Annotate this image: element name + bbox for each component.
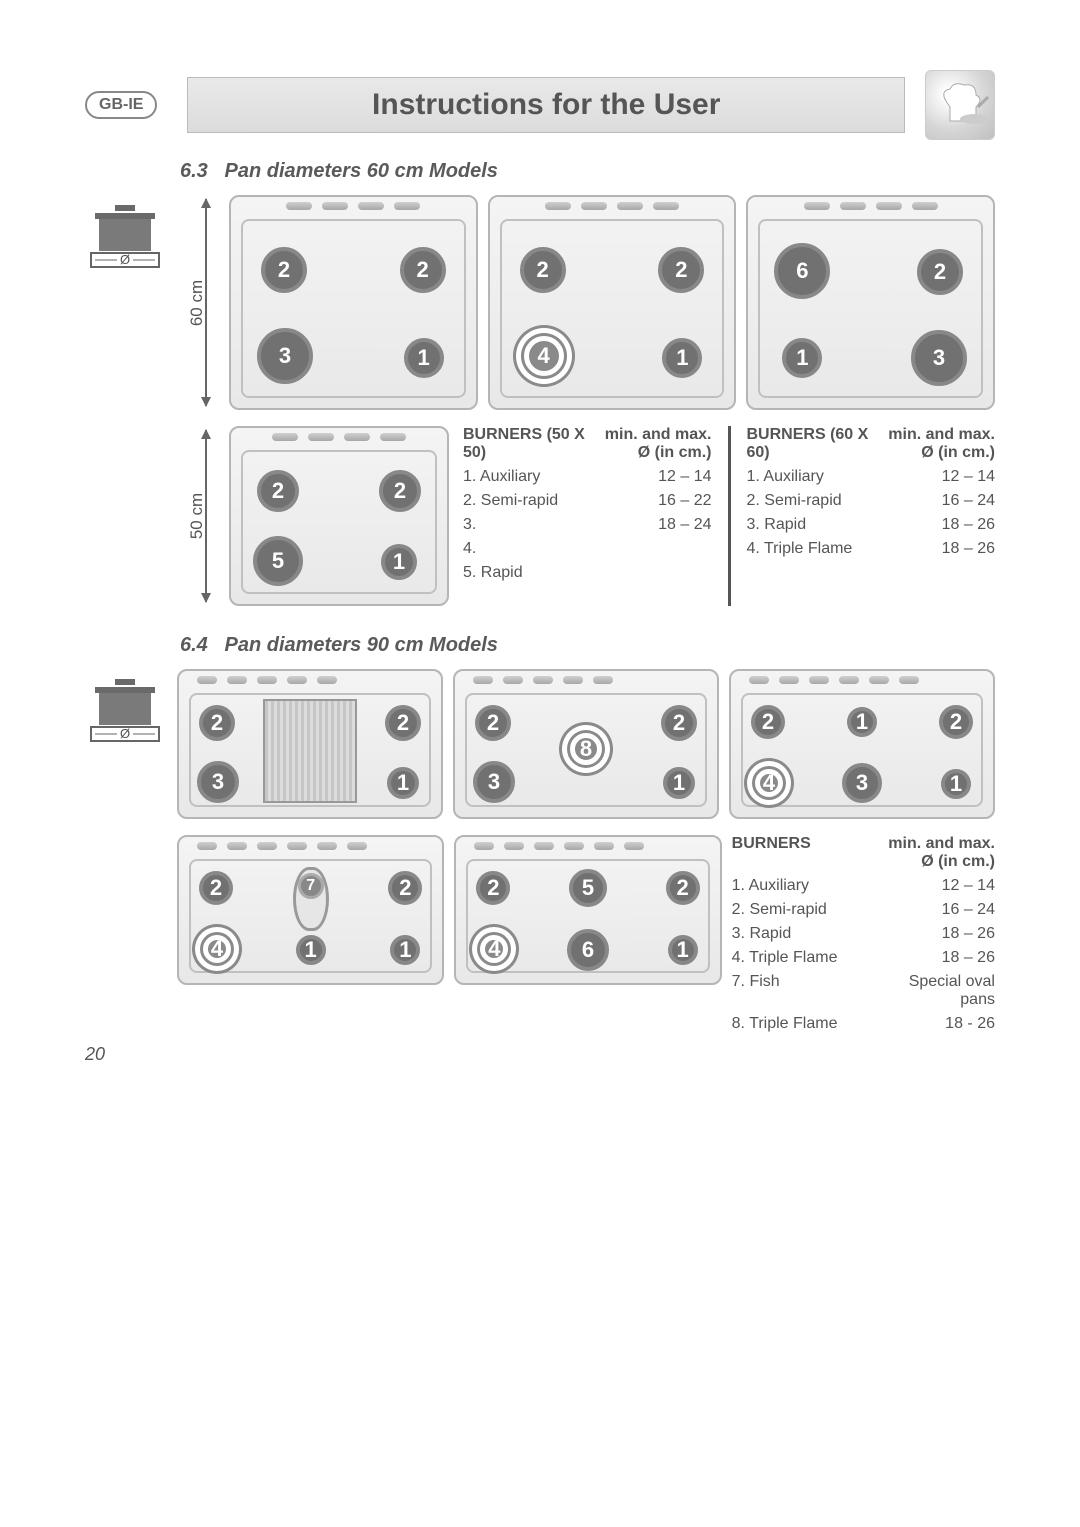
table-row: 8. Triple Flame18 - 26 xyxy=(732,1015,995,1033)
page-header: GB-IE Instructions for the User xyxy=(85,70,995,140)
hob-60-b: 2 2 4 1 xyxy=(488,195,737,410)
hob-90-a: 2 2 3 1 xyxy=(177,669,443,819)
table-row: 2. Semi-rapid16 – 24 xyxy=(747,492,996,510)
hob-60-a: 2 2 3 1 xyxy=(229,195,478,410)
table-row: 3. Rapid18 – 26 xyxy=(747,516,996,534)
title-box: Instructions for the User xyxy=(187,77,905,133)
table-row: 4. Triple Flame18 – 26 xyxy=(732,949,995,967)
table-row: 1. Auxiliary12 – 14 xyxy=(747,468,996,486)
hob-90-c: 2 1 2 4 3 1 xyxy=(729,669,995,819)
table-90: BURNERS min. and max. Ø (in cm.) 1. Auxi… xyxy=(732,835,995,1033)
chef-hat-icon xyxy=(925,70,995,140)
hob-60-c: 6 2 1 3 xyxy=(746,195,995,410)
row-64-b: 2 7 2 4 1 1 2 5 2 4 6 1 BURNERS xyxy=(85,835,995,1033)
row-64-a: Ø 2 2 3 1 2 2 8 3 xyxy=(85,669,995,819)
hob-90-b: 2 2 8 3 1 xyxy=(453,669,719,819)
section-title-63: 6.3 Pan diameters 60 cm Models xyxy=(180,160,995,183)
dim-50cm: 50 cm xyxy=(187,493,207,539)
row-63-b: 50 cm 2 2 5 1 BURNERS (50 X 50) min. and… xyxy=(85,426,995,606)
tables-50-60: BURNERS (50 X 50) min. and max. Ø (in cm… xyxy=(463,426,995,606)
table-row: 4. Triple Flame18 – 26 xyxy=(747,540,996,558)
hob-90-e: 2 5 2 4 6 1 xyxy=(454,835,721,985)
table-row: 2. Semi-rapid16 – 22 xyxy=(463,492,712,510)
table-row: 4. xyxy=(463,540,712,558)
hob-50-d: 2 2 5 1 xyxy=(229,426,449,606)
hob-90-d: 2 7 2 4 1 1 xyxy=(177,835,444,985)
region-badge: GB-IE xyxy=(85,91,157,119)
page-title: Instructions for the User xyxy=(372,88,720,121)
table-row: 1. Auxiliary12 – 14 xyxy=(732,877,995,895)
svg-text:Ø: Ø xyxy=(120,252,130,267)
row-63-a: Ø 60 cm 2 2 3 1 2 2 xyxy=(85,195,995,410)
table-row: 1. Auxiliary12 – 14 xyxy=(463,468,712,486)
table-row: 7. FishSpecial oval pans xyxy=(732,973,995,1009)
section-title-64: 6.4 Pan diameters 90 cm Models xyxy=(180,634,995,657)
table-row: 2. Semi-rapid16 – 24 xyxy=(732,901,995,919)
svg-text:Ø: Ø xyxy=(120,726,130,741)
pot-icon: Ø xyxy=(85,195,165,275)
table-50x50: BURNERS (50 X 50) min. and max. Ø (in cm… xyxy=(463,426,712,606)
table-60x60: BURNERS (60 X 60) min. and max. Ø (in cm… xyxy=(747,426,996,606)
table-row: 3.18 – 24 xyxy=(463,516,712,534)
dim-60cm: 60 cm xyxy=(187,279,207,325)
page-number: 20 xyxy=(85,1044,105,1065)
pot-icon: Ø xyxy=(85,669,165,749)
table-row: 5. Rapid xyxy=(463,564,712,582)
table-row: 3. Rapid18 – 26 xyxy=(732,925,995,943)
